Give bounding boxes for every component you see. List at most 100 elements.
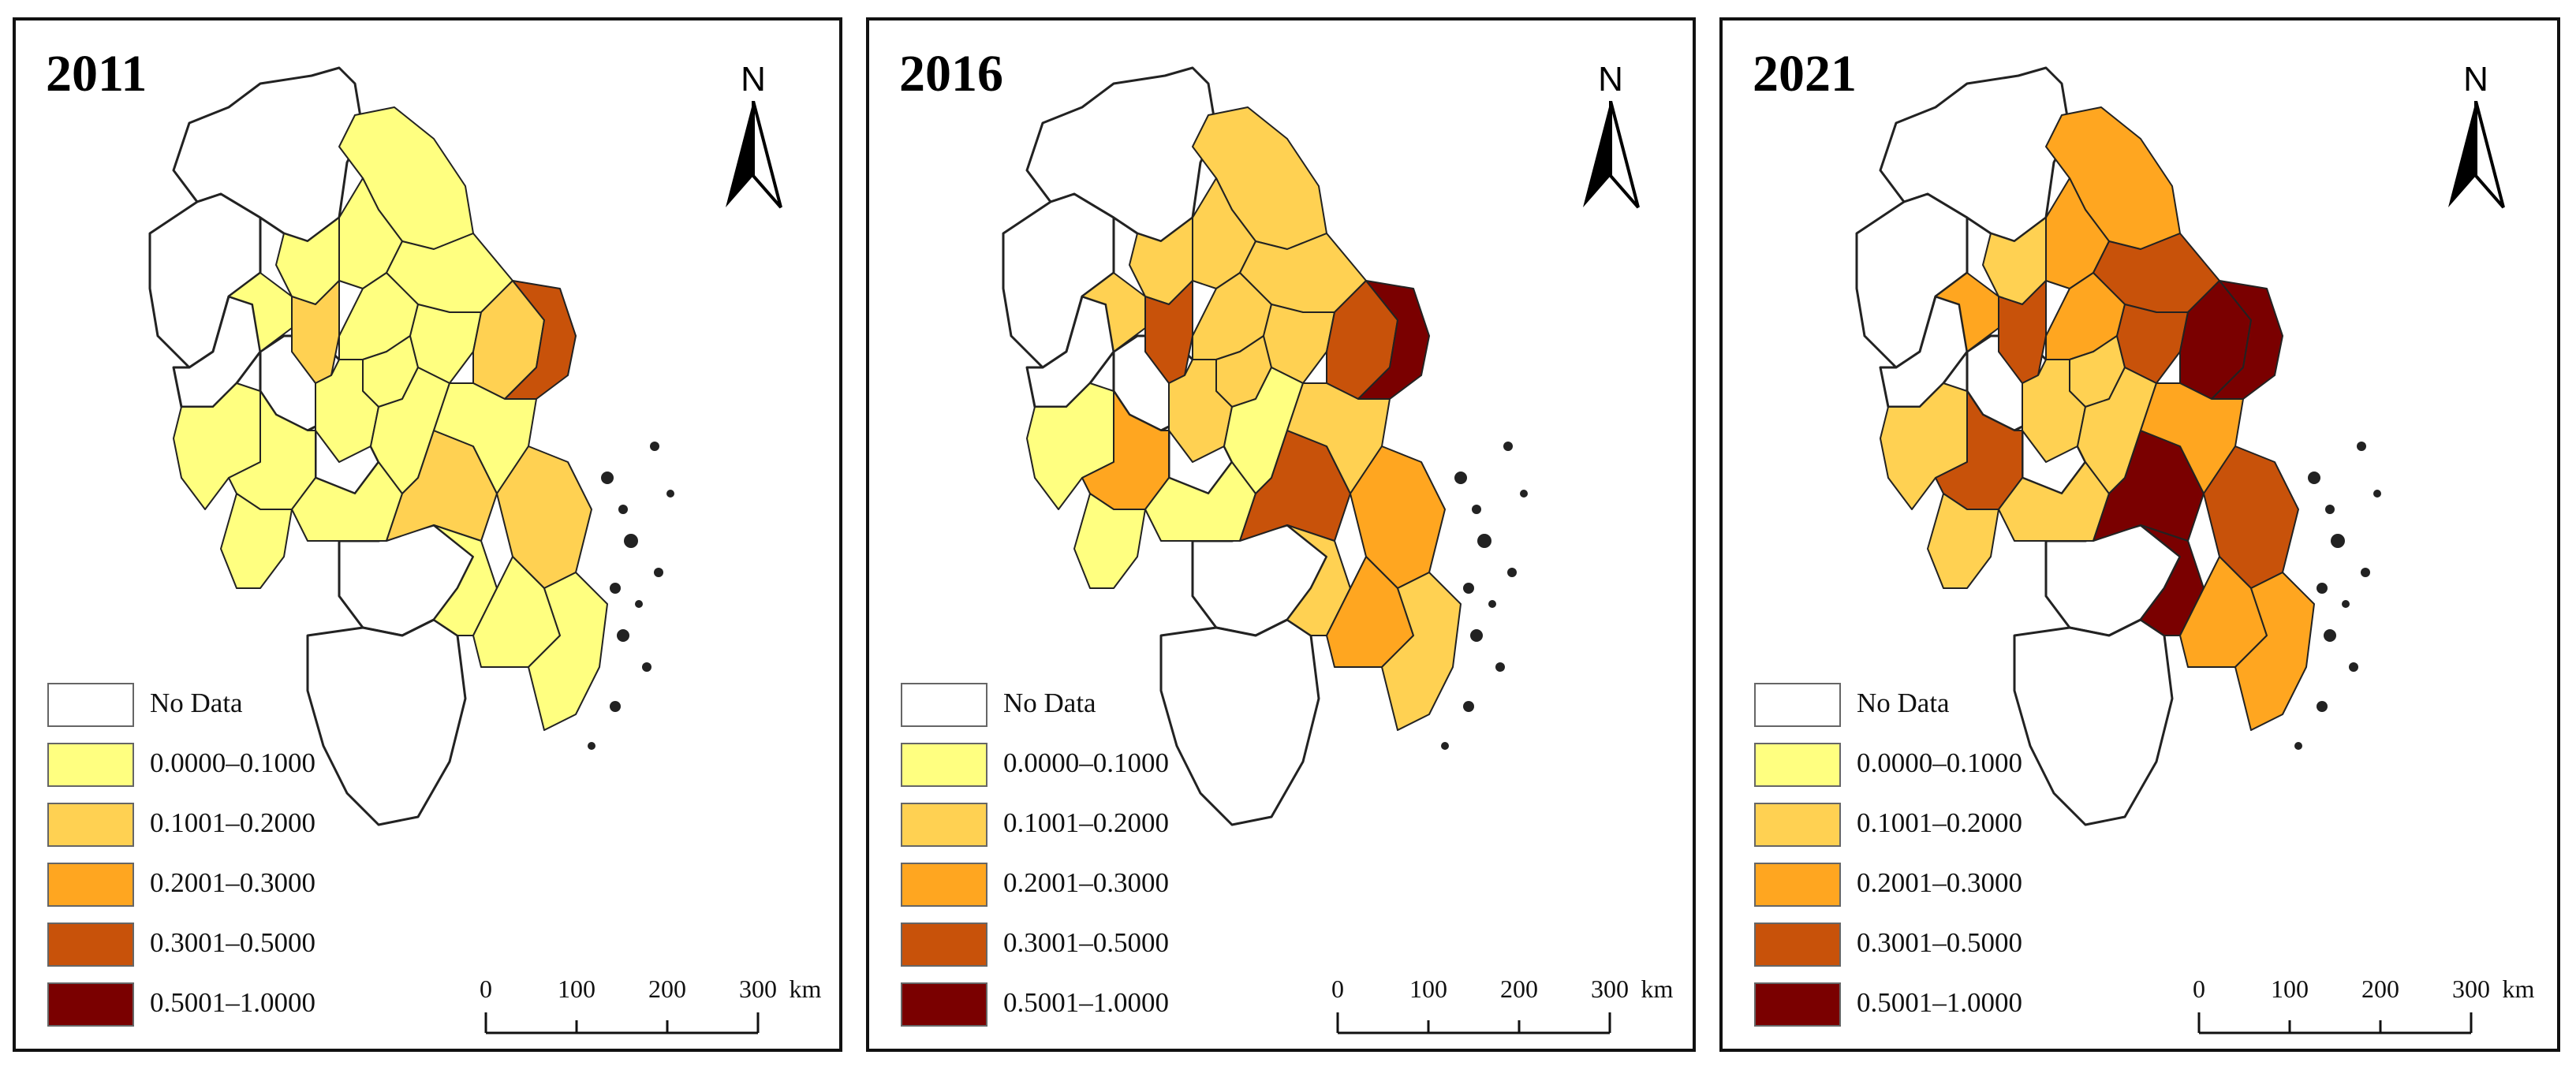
legend-label: 0.5001–1.0000 xyxy=(1003,987,1169,1018)
scale-tick-label: 200 xyxy=(1500,975,1538,1003)
region-nw1 xyxy=(1879,66,2071,243)
legend-swatch xyxy=(47,863,134,907)
island-10 xyxy=(2373,490,2381,498)
island-4 xyxy=(1488,600,1496,608)
map-regions xyxy=(1855,66,2381,826)
north-arrow: N xyxy=(1575,60,1646,218)
north-letter: N xyxy=(741,60,766,99)
legend-label: 0.2001–0.3000 xyxy=(1003,867,1169,898)
island-5 xyxy=(617,629,629,642)
legend-swatch xyxy=(47,743,134,787)
legend-swatch xyxy=(901,863,987,907)
legend-swatch xyxy=(47,982,134,1027)
region-a4 xyxy=(1927,493,1999,589)
legend-swatch xyxy=(901,683,987,727)
scale-tick-label: 100 xyxy=(558,975,595,1003)
region-z6 xyxy=(528,572,608,731)
island-6 xyxy=(642,662,651,672)
island-1 xyxy=(2325,505,2335,514)
region-c1 xyxy=(1998,280,2047,384)
legend-label: 0.3001–0.5000 xyxy=(1003,927,1169,958)
legend-label: No Data xyxy=(1003,688,1096,718)
island-11 xyxy=(654,568,663,577)
legend-label: 0.2001–0.3000 xyxy=(150,867,315,898)
island-8 xyxy=(588,742,595,750)
scale-unit-label: km xyxy=(2502,975,2535,1003)
legend-swatch xyxy=(47,923,134,967)
scale-bar: 0 100 200 300 km xyxy=(2191,975,2534,1046)
north-arrow: N xyxy=(718,60,789,218)
scale-bar-line xyxy=(484,1012,760,1034)
island-4 xyxy=(2342,600,2350,608)
legend-label: 0.0000–0.1000 xyxy=(1003,747,1169,778)
legend-swatch xyxy=(1754,863,1841,907)
scale-bar-line xyxy=(2197,1012,2473,1034)
north-arrow-icon xyxy=(1583,101,1640,209)
choropleth-map xyxy=(148,66,674,826)
island-7 xyxy=(1463,701,1474,712)
region-a4 xyxy=(220,493,293,589)
island-5 xyxy=(2324,629,2336,642)
legend-label: 0.1001–0.2000 xyxy=(1003,807,1169,838)
island-7 xyxy=(610,701,621,712)
legend-label: 0.5001–1.0000 xyxy=(150,987,315,1018)
island-7 xyxy=(2317,701,2328,712)
legend-label: 0.3001–0.5000 xyxy=(150,927,315,958)
map-regions xyxy=(148,66,674,826)
island-2 xyxy=(1477,534,1491,548)
region-a4 xyxy=(1073,493,1146,589)
legend-swatch xyxy=(47,803,134,847)
region-z2 xyxy=(1286,524,1351,636)
island-5 xyxy=(1470,629,1483,642)
island-10 xyxy=(666,490,674,498)
island-9 xyxy=(2357,442,2366,451)
scale-tick-label: 0 xyxy=(1331,975,1344,1003)
north-letter: N xyxy=(1598,60,1623,99)
island-0 xyxy=(1454,472,1467,484)
region-z2 xyxy=(2140,524,2205,636)
scale-tick-label: 100 xyxy=(1409,975,1447,1003)
region-s2 xyxy=(2013,618,2174,826)
year-label: 2021 xyxy=(1753,45,1857,103)
legend-swatch xyxy=(1754,683,1841,727)
legend-label: No Data xyxy=(150,688,243,718)
island-8 xyxy=(2294,742,2302,750)
scale-tick-label: 300 xyxy=(1591,975,1629,1003)
legend-swatch xyxy=(1754,743,1841,787)
region-z6 xyxy=(1381,572,1462,731)
legend-swatch xyxy=(901,803,987,847)
choropleth-map xyxy=(1002,66,1528,826)
island-2 xyxy=(624,534,638,548)
scale-bar: 0 100 200 300 km xyxy=(478,975,821,1046)
north-letter: N xyxy=(2463,60,2488,99)
legend-swatch xyxy=(47,683,134,727)
scale-tick-label: 300 xyxy=(2452,975,2490,1003)
island-10 xyxy=(1520,490,1528,498)
region-z2 xyxy=(433,524,498,636)
scale-tick-label: 300 xyxy=(739,975,777,1003)
legend-label: 0.2001–0.3000 xyxy=(1857,867,2022,898)
island-3 xyxy=(610,583,621,594)
island-9 xyxy=(650,442,659,451)
scale-unit-label: km xyxy=(1641,975,1674,1003)
legend-label: 0.0000–0.1000 xyxy=(1857,747,2022,778)
island-4 xyxy=(635,600,643,608)
scale-bar-line xyxy=(1336,1012,1611,1034)
island-11 xyxy=(2361,568,2370,577)
legend-label: 0.1001–0.2000 xyxy=(150,807,315,838)
region-s2 xyxy=(306,618,467,826)
island-1 xyxy=(1472,505,1481,514)
legend-swatch xyxy=(1754,803,1841,847)
north-arrow: N xyxy=(2440,60,2511,218)
island-0 xyxy=(601,472,614,484)
legend-label: 0.1001–0.2000 xyxy=(1857,807,2022,838)
island-6 xyxy=(2349,662,2358,672)
region-s2 xyxy=(1159,618,1320,826)
island-6 xyxy=(1495,662,1505,672)
scale-tick-label: 0 xyxy=(480,975,492,1003)
region-nw1 xyxy=(1025,66,1218,243)
legend-swatch xyxy=(901,923,987,967)
scale-bar: 0 100 200 300 km xyxy=(1330,975,1673,1046)
north-arrow-icon xyxy=(2448,101,2505,209)
legend-label: 0.5001–1.0000 xyxy=(1857,987,2022,1018)
